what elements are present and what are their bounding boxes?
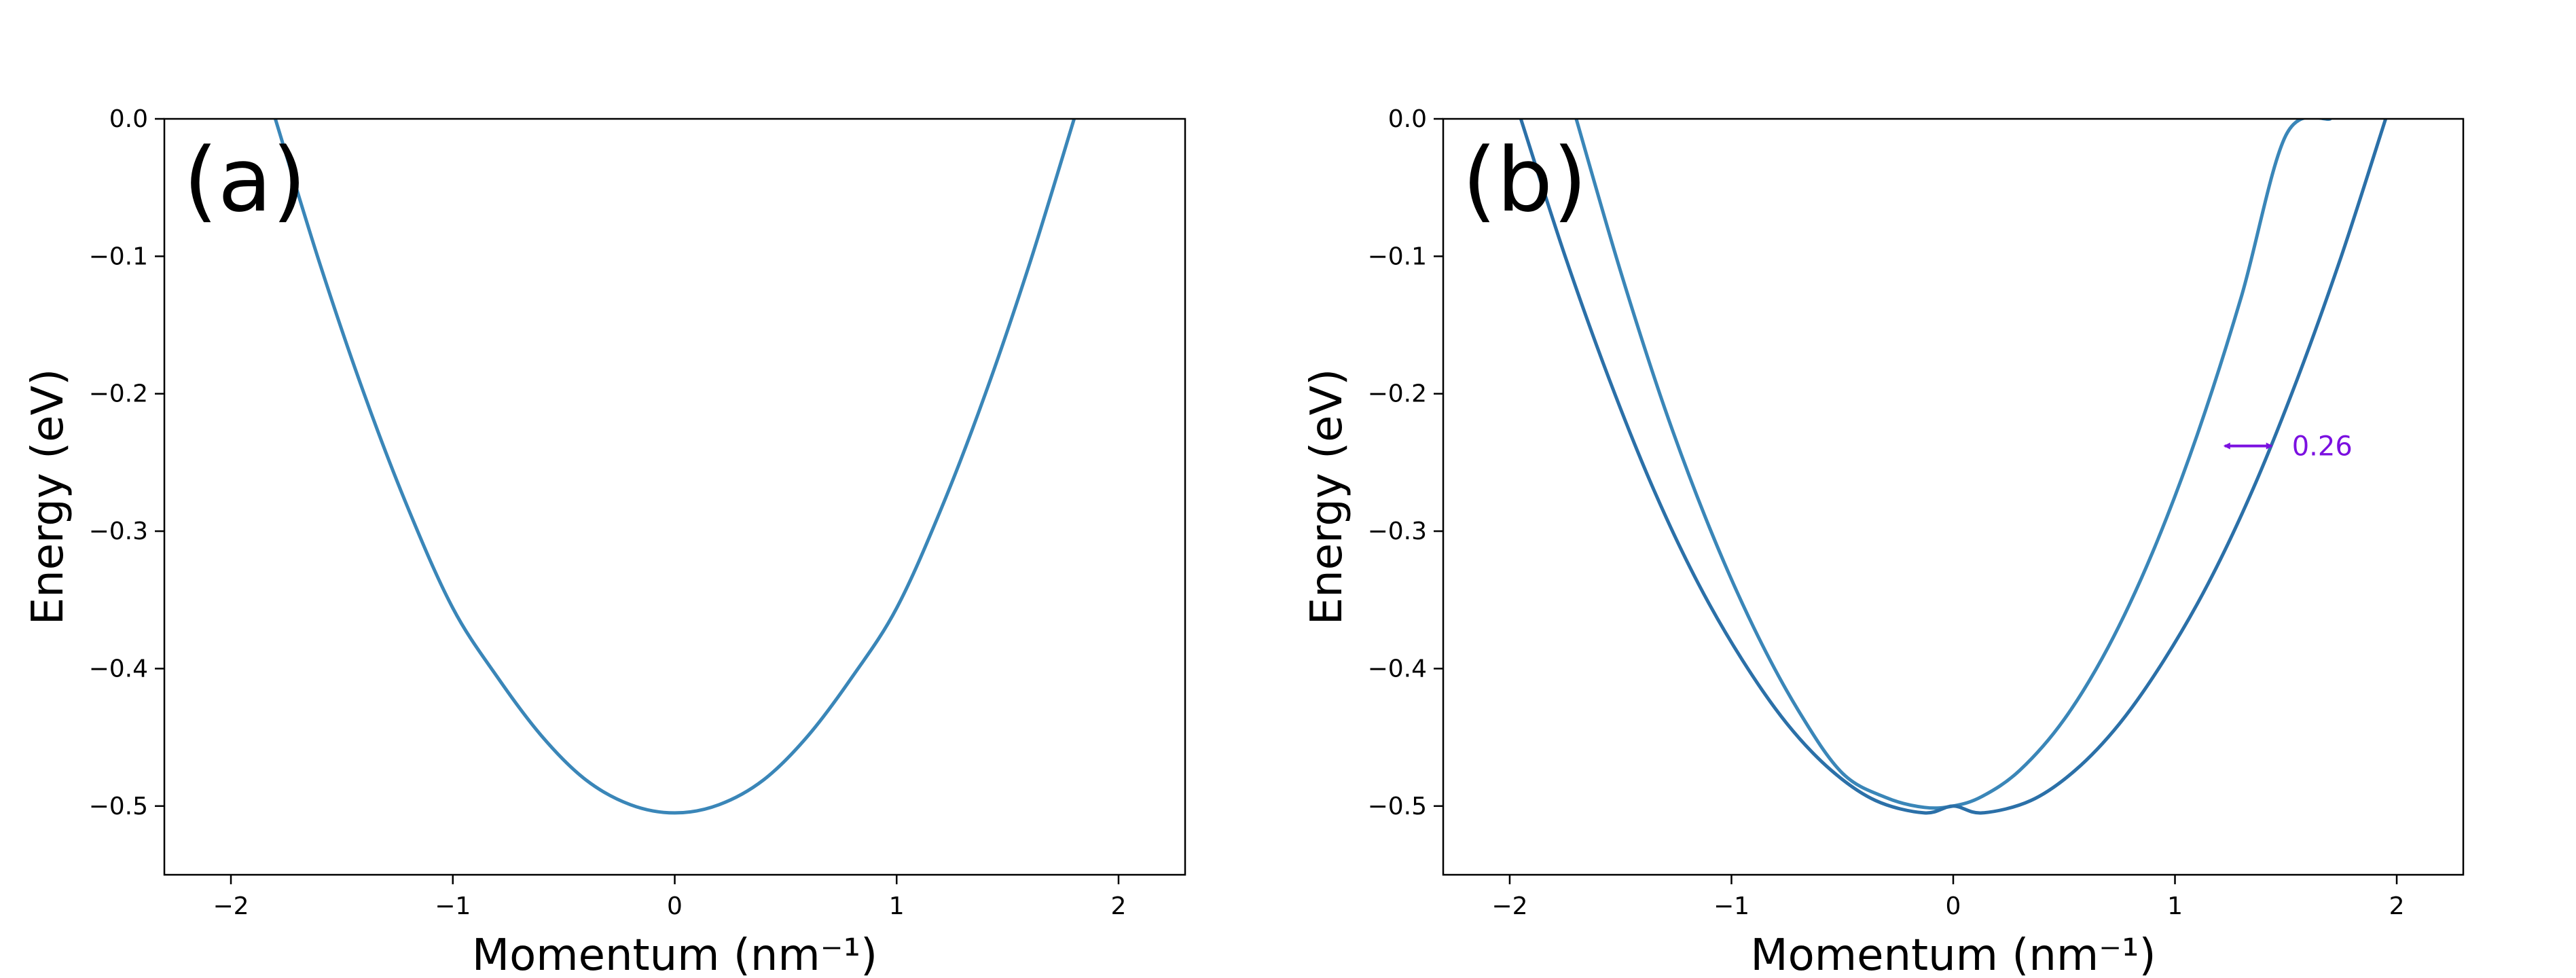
y-tick-label: −0.5 — [1368, 793, 1427, 820]
y-tick-label: −0.5 — [89, 793, 148, 820]
series-line — [1574, 119, 2332, 810]
x-tick-label: −2 — [213, 892, 249, 920]
x-tick-label: 0 — [667, 892, 683, 920]
x-axis-label: Momentum (nm⁻¹) — [472, 930, 877, 978]
x-tick-label: −1 — [1713, 892, 1749, 920]
panel-label: (a) — [183, 128, 306, 232]
x-tick-label: 1 — [889, 892, 905, 920]
x-tick-label: 1 — [2167, 892, 2183, 920]
chart-panel: −2 −1 0 1 2 0.0 −0.1 −0.2 −0.3 −0.4 −0.5 Momentum (… — [23, 105, 1186, 978]
y-tick-label: −0.1 — [1368, 242, 1427, 270]
y-tick-label: −0.2 — [89, 380, 148, 408]
y-tick-label: −0.3 — [89, 518, 148, 545]
panels: −2 −1 0 1 2 0.0 −0.1 −0.2 −0.3 −0.4 −0.5 Momentum (… — [23, 105, 2465, 978]
x-tick-label: 2 — [1111, 892, 1127, 920]
chart-panel: −2 −1 0 1 2 0.0 −0.1 −0.2 −0.3 −0.4 −0.5 Momentum (… — [1302, 105, 2465, 978]
x-tick-label: 0 — [1946, 892, 1961, 920]
plot-frame — [1442, 117, 2465, 876]
splitting-label: 0.26 — [2292, 431, 2353, 463]
x-axis-label: Momentum (nm⁻¹) — [1750, 930, 2156, 978]
series-line — [1519, 119, 2388, 815]
y-tick-label: 0.0 — [1388, 105, 1427, 133]
x-tick-label: 2 — [2389, 892, 2405, 920]
series-group — [273, 119, 1076, 815]
y-tick-label: 0.0 — [109, 105, 148, 133]
y-tick-label: −0.3 — [1368, 518, 1427, 545]
y-tick-label: −0.4 — [89, 655, 148, 683]
plot-frame — [163, 117, 1186, 876]
y-tick-label: −0.2 — [1368, 380, 1427, 408]
series-group — [1519, 119, 2388, 815]
y-tick-label: −0.4 — [1368, 655, 1427, 683]
y-axis-label: Energy (eV) — [23, 369, 73, 626]
y-tick-label: −0.1 — [89, 242, 148, 270]
y-axis-label: Energy (eV) — [1302, 369, 1352, 626]
x-tick-label: −2 — [1491, 892, 1527, 920]
panel-label: (b) — [1462, 128, 1587, 232]
series-line — [273, 119, 1076, 815]
x-tick-label: −1 — [435, 892, 471, 920]
